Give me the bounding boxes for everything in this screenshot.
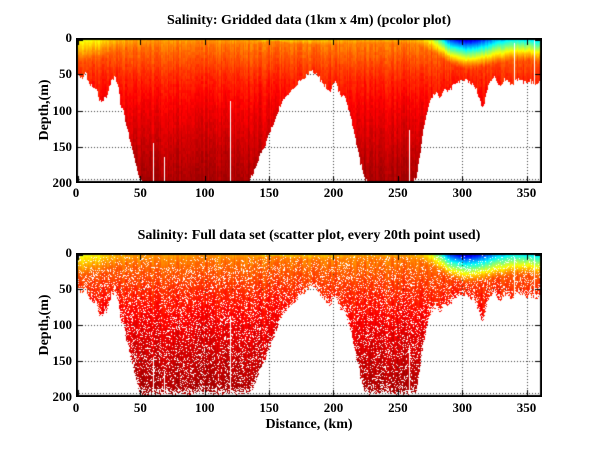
y-tick-label: 200 — [52, 389, 73, 404]
x-tick-label: 0 — [72, 185, 80, 200]
x-tick-label: 0 — [72, 400, 80, 415]
y-tick-label: 50 — [59, 66, 72, 82]
x-tick-label: 350 — [516, 185, 537, 200]
y-tick-label: 50 — [59, 281, 72, 296]
scatter-plot-canvas — [76, 253, 542, 397]
x-tick-label: 300 — [452, 185, 472, 200]
y-tick-label: 100 — [52, 317, 73, 332]
x-tick-label: 250 — [388, 185, 408, 200]
x-tick-label: 200 — [323, 400, 344, 415]
x-tick-label: 50 — [133, 185, 147, 200]
x-tick-label: 150 — [259, 400, 279, 415]
x-tick-label: 200 — [323, 185, 344, 200]
x-tick-label: 350 — [516, 400, 537, 415]
y-tick-label: 150 — [52, 353, 73, 368]
x-tick-label: 300 — [452, 400, 472, 415]
top-plot-title: Salinity: Gridded data (1km x 4m) (pcolo… — [166, 13, 452, 28]
pcolor-heatmap-canvas — [76, 38, 542, 183]
y-tick-label: 0 — [65, 245, 73, 260]
bottom-plot-title: Salinity: Full data set (scatter plot, e… — [137, 228, 481, 243]
y-tick-label: 0 — [65, 30, 73, 45]
y-tick-label: 100 — [52, 102, 73, 118]
x-tick-label: 100 — [194, 400, 215, 415]
y-tick-label: 150 — [52, 138, 73, 154]
x-tick-label: 150 — [259, 185, 279, 200]
x-axis-label: Distance, (km) — [265, 417, 353, 432]
x-tick-label: 250 — [388, 400, 408, 415]
x-tick-label: 100 — [194, 185, 215, 200]
y-tick-label: 200 — [52, 175, 73, 190]
x-tick-label: 50 — [133, 400, 147, 415]
